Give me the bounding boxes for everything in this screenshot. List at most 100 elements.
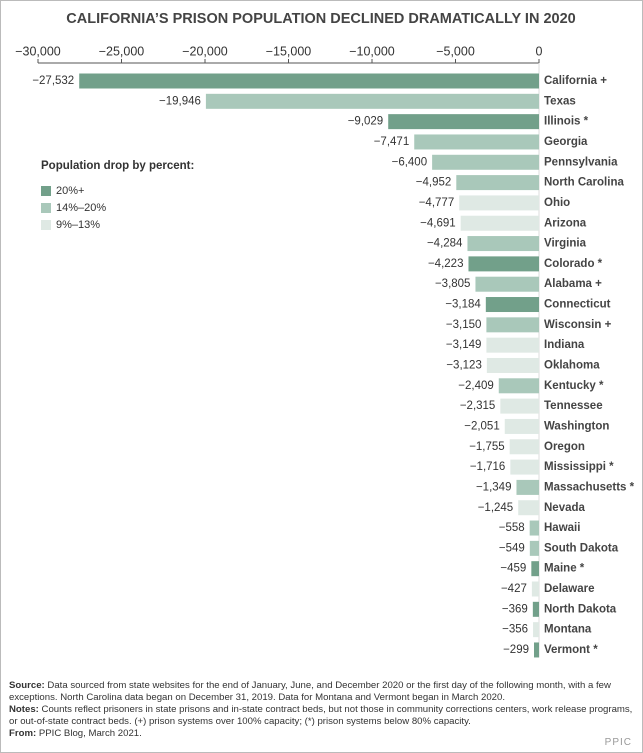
category-label: Illinois * (544, 116, 589, 128)
from-text: PPIC Blog, March 2021. (38, 728, 142, 739)
value-label: −2,315 (460, 400, 496, 412)
chart-title: CALIFORNIA’S PRISON POPULATION DECLINED … (66, 11, 575, 27)
bar (485, 297, 539, 313)
bar (531, 561, 539, 577)
value-label: −356 (502, 624, 528, 636)
bar (486, 337, 539, 353)
category-label: Massachusetts * (544, 481, 635, 493)
category-label: Pennsylvania (544, 156, 618, 168)
x-tick-label: −20,000 (182, 44, 228, 58)
value-label: −4,952 (416, 177, 452, 189)
bar (532, 601, 539, 617)
legend-label: 14%–20% (56, 202, 106, 214)
legend-label: 20%+ (56, 185, 84, 197)
bar (475, 276, 539, 292)
legend-swatch (41, 203, 51, 213)
category-label: California + (544, 75, 607, 87)
value-label: −427 (501, 583, 527, 595)
bar (486, 357, 539, 373)
bar (500, 398, 539, 414)
category-label: Oregon (544, 441, 585, 453)
value-label: −2,051 (464, 420, 500, 432)
value-label: −4,777 (419, 197, 455, 209)
notes: Notes: Counts reflect prisoners in state… (9, 704, 634, 727)
value-label: −369 (502, 603, 528, 615)
category-label: Connecticut (544, 299, 611, 311)
legend-swatch (41, 220, 51, 230)
bar (456, 175, 539, 191)
category-label: North Carolina (544, 177, 624, 189)
bar (414, 134, 539, 150)
bar (533, 622, 539, 638)
x-tick-label: −15,000 (266, 44, 312, 58)
category-label: Maine * (544, 563, 585, 575)
value-label: −459 (500, 563, 526, 575)
value-label: −558 (499, 522, 525, 534)
bar (388, 114, 539, 130)
value-label: −3,149 (446, 339, 482, 351)
value-label: −19,946 (159, 95, 201, 107)
category-label: Delaware (544, 583, 595, 595)
category-label: Hawaii (544, 522, 580, 534)
bar (509, 439, 539, 455)
source: Source: Data sourced from state websites… (9, 680, 634, 703)
from-label: From: (9, 728, 37, 739)
value-label: −6,400 (392, 156, 428, 168)
category-label: Kentucky * (544, 380, 604, 392)
x-tick-label: −25,000 (99, 44, 145, 58)
value-label: −1,716 (470, 461, 506, 473)
value-label: −7,471 (374, 136, 410, 148)
bar (467, 236, 539, 252)
category-label: Colorado * (544, 258, 603, 270)
legend-title: Population drop by percent: (41, 160, 194, 172)
bar (531, 581, 539, 597)
category-label: Montana (544, 624, 592, 636)
category-label: Arizona (544, 217, 587, 229)
category-label: Indiana (544, 339, 585, 351)
value-label: −3,184 (445, 299, 481, 311)
category-label: Tennessee (544, 400, 603, 412)
bar (79, 73, 539, 89)
bar (498, 378, 539, 394)
category-label: Alabama + (544, 278, 602, 290)
value-label: −1,755 (469, 441, 505, 453)
value-label: −3,123 (446, 360, 482, 372)
notes-label: Notes: (9, 704, 39, 715)
logo: PPIC (604, 737, 632, 748)
bar (460, 215, 539, 231)
bar (504, 418, 539, 434)
value-label: −299 (503, 644, 529, 656)
source-text: Data sourced from state websites for the… (9, 680, 611, 703)
value-label: −1,349 (476, 481, 512, 493)
category-label: Mississippi * (544, 461, 614, 473)
bar (510, 459, 539, 475)
bar (459, 195, 539, 211)
category-label: Washington (544, 420, 609, 432)
chart: CALIFORNIA’S PRISON POPULATION DECLINED … (15, 11, 635, 658)
bar (516, 479, 539, 495)
footer: Source: Data sourced from state websites… (9, 680, 634, 741)
x-tick-label: −10,000 (349, 44, 395, 58)
x-tick-label: 0 (536, 44, 543, 58)
category-label: Wisconsin + (544, 319, 612, 331)
bar (486, 317, 539, 333)
bar (529, 520, 539, 536)
value-label: −4,223 (428, 258, 464, 270)
bar (518, 500, 539, 516)
value-label: −549 (499, 542, 525, 554)
notes-text: Counts reflect prisoners in state prison… (9, 704, 633, 727)
source-label: Source: (9, 680, 45, 691)
category-label: South Dakota (544, 542, 619, 554)
category-label: Oklahoma (544, 360, 600, 372)
value-label: −4,284 (427, 238, 463, 250)
legend-swatch (41, 186, 51, 196)
value-label: −3,805 (435, 278, 471, 290)
value-label: −9,029 (348, 116, 384, 128)
category-label: North Dakota (544, 603, 617, 615)
x-tick-label: −30,000 (15, 44, 61, 58)
category-label: Texas (544, 95, 576, 107)
value-label: −3,150 (446, 319, 482, 331)
value-label: −4,691 (420, 217, 456, 229)
value-label: −1,245 (478, 502, 514, 514)
